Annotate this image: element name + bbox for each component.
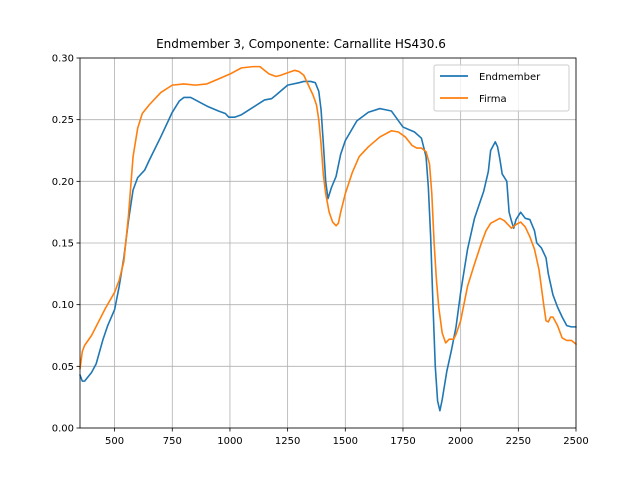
x-tick-label: 1250 — [275, 436, 300, 447]
x-tick-label: 500 — [105, 436, 124, 447]
y-tick-label: 0.00 — [52, 424, 74, 435]
legend-label-firma: Firma — [479, 94, 507, 105]
legend: Endmember Firma — [433, 64, 570, 112]
series-group — [79, 65, 577, 412]
y-tick-label: 0.10 — [52, 300, 74, 311]
legend-label-endmember: Endmember — [479, 72, 541, 83]
y-tick-label: 0.15 — [52, 239, 74, 250]
y-axis: 0.00 0.05 0.10 0.15 0.20 0.25 0.30 — [52, 54, 80, 435]
x-tick-label: 1500 — [333, 436, 358, 447]
y-tick-label: 0.05 — [52, 362, 74, 373]
series-line-firma — [79, 65, 577, 370]
x-tick-label: 1000 — [217, 436, 242, 447]
x-tick-label: 1750 — [390, 436, 415, 447]
x-tick-label: 2000 — [448, 436, 473, 447]
y-tick-label: 0.25 — [52, 115, 74, 126]
x-tick-label: 2250 — [506, 436, 531, 447]
y-tick-label: 0.20 — [52, 177, 74, 188]
series-line-endmember — [79, 80, 577, 412]
x-tick-label: 750 — [163, 436, 182, 447]
grid — [80, 57, 577, 429]
x-axis: 500 750 1000 1250 1500 1750 2000 2250 2500 — [105, 428, 589, 447]
chart-title: Endmember 3, Componente: Carnallite HS43… — [156, 37, 446, 51]
x-tick-label: 2500 — [563, 436, 588, 447]
y-tick-label: 0.30 — [52, 54, 74, 65]
